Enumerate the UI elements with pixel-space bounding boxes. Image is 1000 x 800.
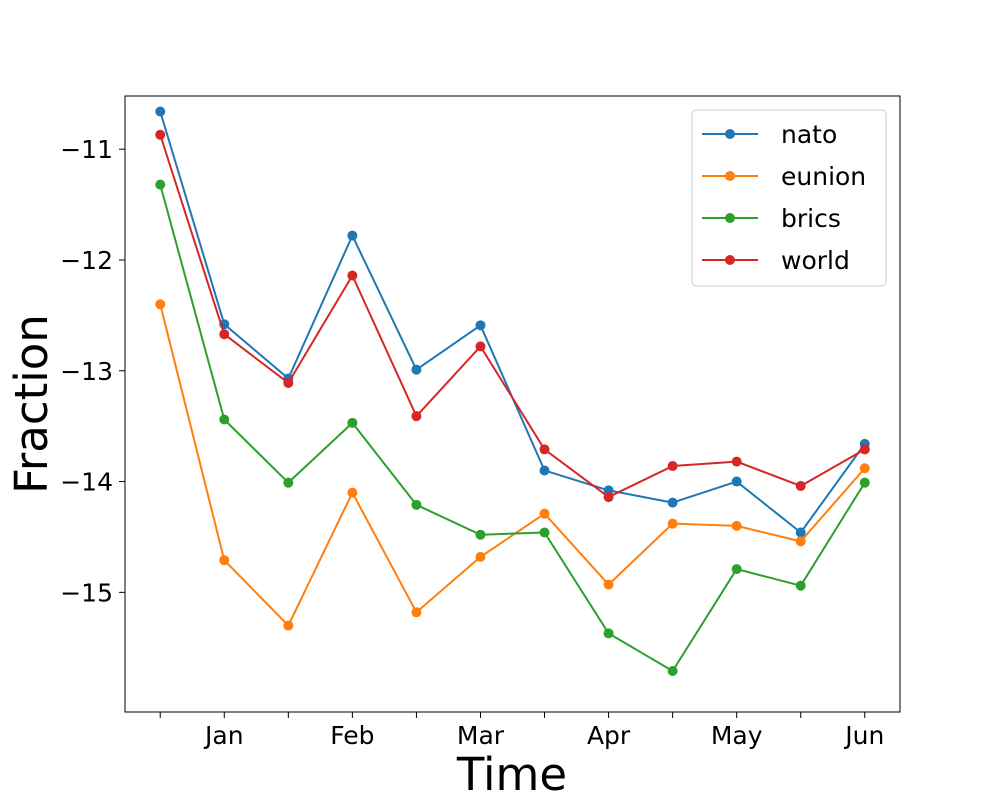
series-line-eunion	[159, 304, 866, 627]
data-point-brics	[539, 527, 550, 538]
data-point-world	[795, 480, 806, 491]
data-point-eunion	[667, 518, 678, 529]
legend-label: eunion	[781, 162, 866, 191]
data-point-world	[539, 444, 550, 455]
data-point-nato	[411, 364, 422, 375]
x-axis: Jan Feb Mar Apr May Jun	[159, 712, 884, 750]
x-tick-label: Apr	[587, 721, 631, 750]
series-eunion	[155, 299, 870, 631]
data-point-brics	[795, 580, 806, 591]
legend-item-world: world	[702, 246, 850, 275]
data-point-nato	[667, 497, 678, 508]
data-point-brics	[347, 417, 358, 428]
series-world	[155, 129, 870, 503]
data-point-eunion	[603, 579, 614, 590]
series-layer	[155, 106, 870, 677]
y-axis: −15 −14 −13 −12 −11	[60, 135, 125, 607]
legend-swatch-marker	[725, 255, 735, 265]
y-tick-label: −12	[60, 246, 113, 275]
data-point-world	[667, 461, 678, 472]
x-tick-label: Jan	[203, 721, 244, 750]
legend-item-nato: nato	[702, 120, 837, 149]
data-point-brics	[475, 529, 486, 540]
data-point-eunion	[731, 520, 742, 531]
data-point-brics	[283, 477, 294, 488]
data-point-nato	[731, 476, 742, 487]
data-point-eunion	[859, 463, 870, 474]
x-tick-label: Jun	[843, 721, 884, 750]
data-point-eunion	[219, 555, 230, 566]
data-point-world	[347, 270, 358, 281]
data-point-brics	[411, 499, 422, 510]
legend-label: world	[781, 246, 850, 275]
data-point-eunion	[411, 607, 422, 618]
data-point-nato	[155, 106, 166, 117]
data-point-eunion	[475, 551, 486, 562]
x-tick-label: May	[711, 721, 763, 750]
data-point-eunion	[283, 620, 294, 631]
legend-item-brics: brics	[702, 204, 841, 233]
y-tick-label: −15	[60, 578, 113, 607]
data-point-brics	[219, 414, 230, 425]
series-line-world	[159, 134, 866, 499]
y-tick-label: −13	[60, 357, 113, 386]
data-point-nato	[347, 230, 358, 241]
data-point-eunion	[539, 508, 550, 519]
data-point-world	[283, 377, 294, 388]
data-point-world	[859, 444, 870, 455]
data-point-brics	[731, 564, 742, 575]
legend-box	[691, 109, 887, 287]
legend-label: brics	[781, 204, 841, 233]
series-brics	[155, 179, 870, 677]
data-point-world	[155, 129, 166, 140]
legend-swatch-marker	[725, 129, 735, 139]
legend: nato eunion brics world	[691, 109, 887, 287]
y-axis-title: Fraction	[5, 314, 58, 494]
data-point-eunion	[155, 299, 166, 310]
data-point-world	[219, 329, 230, 340]
legend-label: nato	[781, 120, 837, 149]
data-point-brics	[155, 179, 166, 190]
data-point-world	[411, 411, 422, 422]
plot-frame	[124, 95, 901, 713]
legend-item-eunion: eunion	[702, 162, 866, 191]
data-point-brics	[667, 666, 678, 677]
data-point-eunion	[795, 536, 806, 547]
data-point-nato	[475, 320, 486, 331]
x-axis-title: Time	[456, 748, 567, 800]
data-point-world	[603, 492, 614, 503]
data-point-nato	[539, 465, 550, 476]
data-point-world	[731, 456, 742, 467]
data-point-nato	[795, 527, 806, 538]
legend-swatch-marker	[725, 213, 735, 223]
legend-swatch-marker	[725, 171, 735, 181]
y-tick-label: −14	[60, 468, 113, 497]
y-tick-label: −11	[60, 135, 113, 164]
data-point-eunion	[347, 487, 358, 498]
x-tick-label: Mar	[457, 721, 505, 750]
data-point-brics	[603, 628, 614, 639]
series-line-brics	[159, 184, 866, 673]
data-point-brics	[859, 477, 870, 488]
data-point-world	[475, 341, 486, 352]
x-tick-label: Feb	[330, 721, 374, 750]
